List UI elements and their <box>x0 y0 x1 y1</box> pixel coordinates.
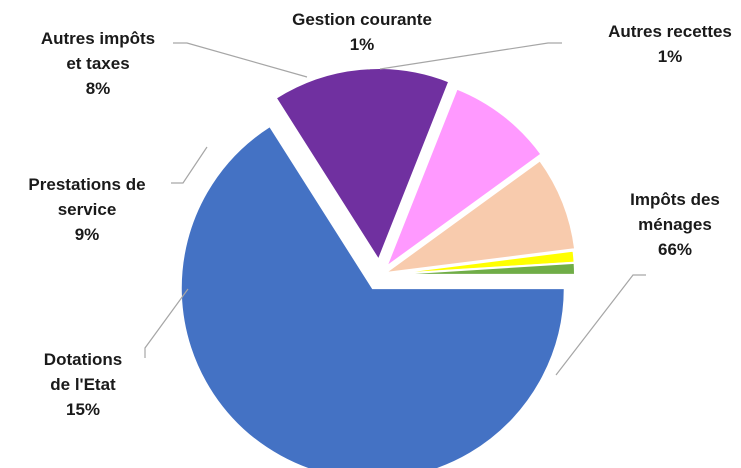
slice-label-autres-recettes: Autres recettes 1% <box>608 22 732 66</box>
slice-label-line: ménages <box>638 215 712 234</box>
slice-label-line: Prestations de <box>28 175 145 194</box>
leader-line-autres-recettes <box>379 42 562 70</box>
slice-label-line: et taxes <box>66 54 129 73</box>
slice-percent: 1% <box>658 47 683 66</box>
slice-percent: 8% <box>86 79 111 98</box>
leader-line-dotations-etat <box>144 288 189 358</box>
slice-label-line: service <box>58 200 117 219</box>
leader-line-impots-menages <box>555 274 646 376</box>
pie-slice-impots-menages <box>179 124 566 468</box>
pie-slice-dotations-etat <box>274 67 451 263</box>
slice-label-line: de l'Etat <box>50 375 116 394</box>
slice-label-line: Autres recettes <box>608 22 732 41</box>
slice-label-line: Impôts des <box>630 190 720 209</box>
slice-label-line: Dotations <box>44 350 122 369</box>
pie-slices <box>179 67 577 468</box>
slice-label-line: Gestion courante <box>292 10 432 29</box>
slice-label-autres-impots-taxes: Autres impôts et taxes 8% <box>41 29 155 98</box>
pie-slice-autres-impots-taxes <box>384 158 577 275</box>
slice-label-dotations-etat: Dotations de l'Etat 15% <box>44 350 122 419</box>
slice-labels: Impôts des ménages 66% Dotations de l'Etat 15… <box>28 10 731 419</box>
slice-label-impots-menages: Impôts des ménages 66% <box>630 190 720 259</box>
pie-slice-prestations-service <box>383 87 543 270</box>
pie-slice-autres-recettes <box>382 261 577 276</box>
slice-percent: 1% <box>350 35 375 54</box>
slice-percent: 66% <box>658 240 692 259</box>
slice-label-gestion-courante: Gestion courante 1% <box>292 10 432 54</box>
slice-label-prestations-service: Prestations de service 9% <box>28 175 145 244</box>
leader-lines <box>144 42 646 376</box>
leader-line-autres-impots-taxes <box>173 42 308 78</box>
slice-label-line: Autres impôts <box>41 29 155 48</box>
slice-percent: 9% <box>75 225 100 244</box>
leader-line-prestations-service <box>171 146 208 184</box>
slice-percent: 15% <box>66 400 100 419</box>
